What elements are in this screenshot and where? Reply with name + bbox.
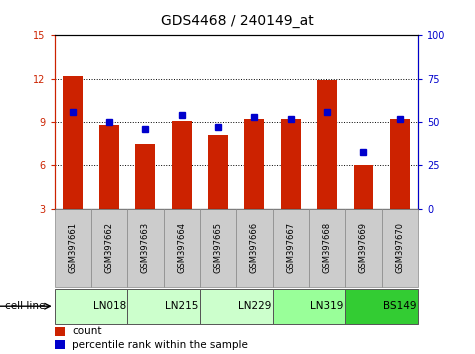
Bar (273, 209, 309, 287)
Text: GSM397663: GSM397663 (141, 222, 150, 273)
Text: LN018: LN018 (93, 301, 126, 311)
Text: GSM397666: GSM397666 (250, 222, 259, 273)
Bar (390, 119, 410, 209)
Bar (237, 209, 273, 287)
Text: BS149: BS149 (383, 301, 417, 311)
Text: cell line: cell line (5, 301, 45, 311)
Text: GSM397669: GSM397669 (359, 222, 368, 273)
Bar (353, 166, 373, 209)
Bar (200, 289, 273, 324)
Bar (55, 326, 65, 336)
Text: LN215: LN215 (165, 301, 199, 311)
Text: LN319: LN319 (311, 301, 344, 311)
Text: GSM397661: GSM397661 (68, 222, 77, 273)
Text: GSM397670: GSM397670 (395, 222, 404, 273)
Bar (63, 76, 83, 209)
Bar (127, 209, 163, 287)
Bar (208, 135, 228, 209)
Bar (345, 289, 418, 324)
Bar (55, 289, 127, 324)
Bar (200, 209, 237, 287)
Bar (317, 80, 337, 209)
Bar (163, 209, 200, 287)
Text: GSM397662: GSM397662 (104, 222, 114, 273)
Bar (99, 125, 119, 209)
Bar (309, 209, 345, 287)
Text: GSM397668: GSM397668 (323, 222, 332, 273)
Text: LN229: LN229 (238, 301, 271, 311)
Bar (55, 340, 65, 349)
Bar (127, 289, 200, 324)
Text: GDS4468 / 240149_at: GDS4468 / 240149_at (161, 14, 314, 28)
Bar (381, 209, 418, 287)
Bar (273, 289, 345, 324)
Bar (245, 119, 265, 209)
Text: GSM397665: GSM397665 (214, 222, 223, 273)
Text: count: count (72, 326, 102, 336)
Bar (172, 121, 192, 209)
Text: GSM397667: GSM397667 (286, 222, 295, 273)
Bar (135, 144, 155, 209)
Text: GSM397664: GSM397664 (177, 222, 186, 273)
Bar (281, 119, 301, 209)
Bar (345, 209, 381, 287)
Text: percentile rank within the sample: percentile rank within the sample (72, 339, 248, 350)
Bar (55, 209, 91, 287)
Bar (91, 209, 127, 287)
